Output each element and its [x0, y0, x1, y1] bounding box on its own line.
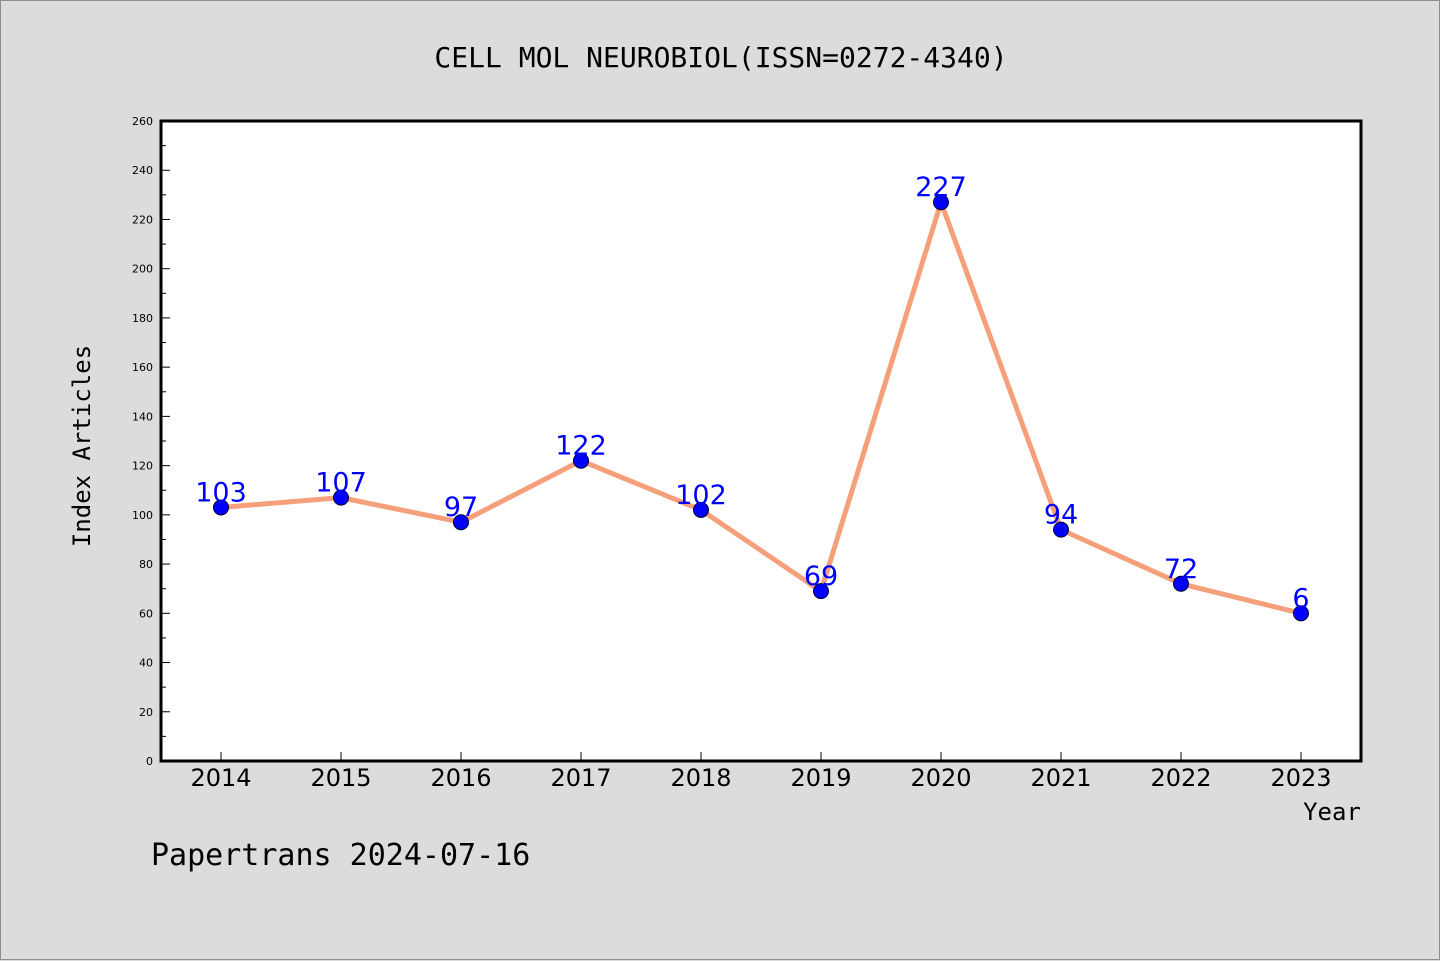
data-label: 94	[1044, 500, 1078, 531]
y-axis-label: Index Articles	[68, 345, 96, 547]
data-label: 227	[915, 172, 967, 203]
y-tick-label: 60	[139, 607, 153, 620]
data-label: 72	[1164, 554, 1198, 585]
data-point	[573, 452, 589, 469]
y-tick-label: 140	[132, 410, 153, 423]
data-point	[813, 583, 829, 600]
data-labels: 103 107 97 122 102 69 227 94 72 6	[195, 172, 1309, 614]
data-point	[1173, 575, 1189, 592]
data-point	[1053, 521, 1069, 538]
footer-watermark: Papertrans 2024-07-16	[151, 838, 530, 873]
data-label: 122	[555, 431, 607, 462]
data-point	[1293, 605, 1309, 622]
data-label: 97	[444, 492, 478, 523]
y-tick-label: 120	[132, 460, 153, 473]
x-tick-label: 2019	[790, 764, 851, 792]
data-label: 107	[315, 468, 367, 499]
y-tick-label: 160	[132, 361, 153, 374]
y-tick-label: 80	[139, 558, 153, 571]
plot-area	[161, 121, 1361, 761]
y-tick-label: 260	[132, 115, 153, 128]
data-label: 103	[195, 477, 247, 508]
chart-title: CELL MOL NEUROBIOL(ISSN=0272-4340)	[434, 41, 1007, 74]
series-markers	[213, 194, 1309, 622]
y-axis-ticks: 0 20 40 60 80 100 120 140 160 180 200 220 240 260	[132, 115, 170, 768]
series-line	[218, 199, 1304, 616]
x-tick-label: 2014	[190, 764, 251, 792]
y-tick-label: 200	[132, 263, 153, 276]
y-tick-label: 240	[132, 164, 153, 177]
y-tick-label: 220	[132, 213, 153, 226]
data-label: 69	[804, 561, 838, 592]
data-point	[333, 489, 349, 506]
x-tick-label: 2023	[1270, 764, 1331, 792]
y-tick-label: 20	[139, 706, 153, 719]
y-tick-label: 180	[132, 312, 153, 325]
data-point	[453, 514, 469, 531]
data-label: 6	[1292, 583, 1309, 614]
y-tick-label: 0	[146, 755, 153, 768]
plot-frame	[159, 119, 1363, 763]
data-point	[213, 499, 229, 516]
data-point	[693, 501, 709, 518]
y-tick-label: 100	[132, 509, 153, 522]
x-axis-label: Year	[1303, 798, 1361, 826]
x-tick-label: 2020	[910, 764, 971, 792]
x-tick-label: 2018	[670, 764, 731, 792]
x-tick-label: 2015	[310, 764, 371, 792]
x-tick-label: 2017	[550, 764, 611, 792]
x-tick-label: 2021	[1030, 764, 1091, 792]
x-tick-label: 2022	[1150, 764, 1211, 792]
data-point	[933, 194, 949, 211]
x-tick-label: 2016	[430, 764, 491, 792]
data-label: 102	[675, 480, 727, 511]
y-tick-label: 40	[139, 657, 153, 670]
x-axis-ticks: 2014 2015 2016 2017 2018 2019 2020 2021 2022 2023	[190, 752, 1332, 792]
